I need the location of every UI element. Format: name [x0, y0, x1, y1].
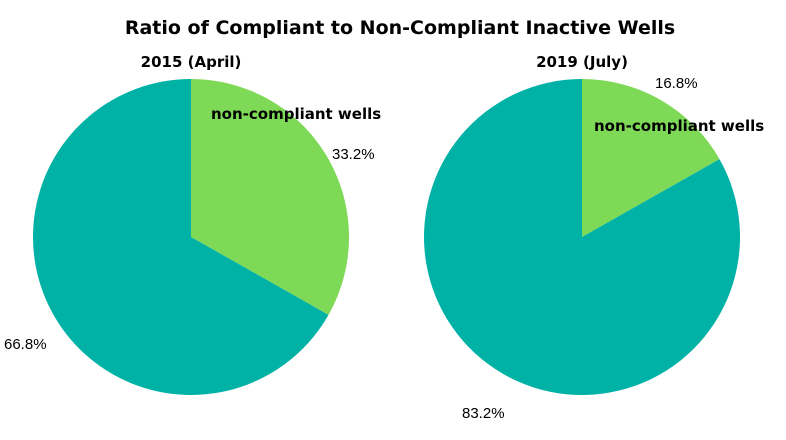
pie-2019-slices [424, 79, 741, 395]
pie-2015-value-label-compliant: 66.8% [4, 336, 47, 353]
pie-2015-title: 2015 (April) [141, 53, 242, 71]
pie-2015-slice-compliant [33, 79, 329, 395]
pie-2015-slice-label: non-compliant wells [211, 105, 381, 123]
pie-2015: 2015 (April) non-compliant wells 33.2% 6… [4, 53, 381, 395]
pie-2015-value-label-noncompliant: 33.2% [332, 146, 375, 163]
pie-2019-slice-noncompliant [582, 79, 720, 237]
pie-2019-title: 2019 (July) [536, 53, 628, 71]
chart-title: Ratio of Compliant to Non-Compliant Inac… [125, 17, 675, 39]
pie-2019: 2019 (July) non-compliant wells 16.8% 83… [424, 53, 764, 422]
pie-2015-slices [33, 79, 350, 395]
pie-2015-slice-noncompliant [191, 79, 350, 315]
pie-2019-value-label-compliant: 83.2% [462, 405, 505, 422]
pie-2019-value-label-noncompliant: 16.8% [655, 75, 698, 92]
pie-2019-slice-label: non-compliant wells [594, 117, 764, 135]
pie-2019-slice-compliant [424, 79, 741, 395]
